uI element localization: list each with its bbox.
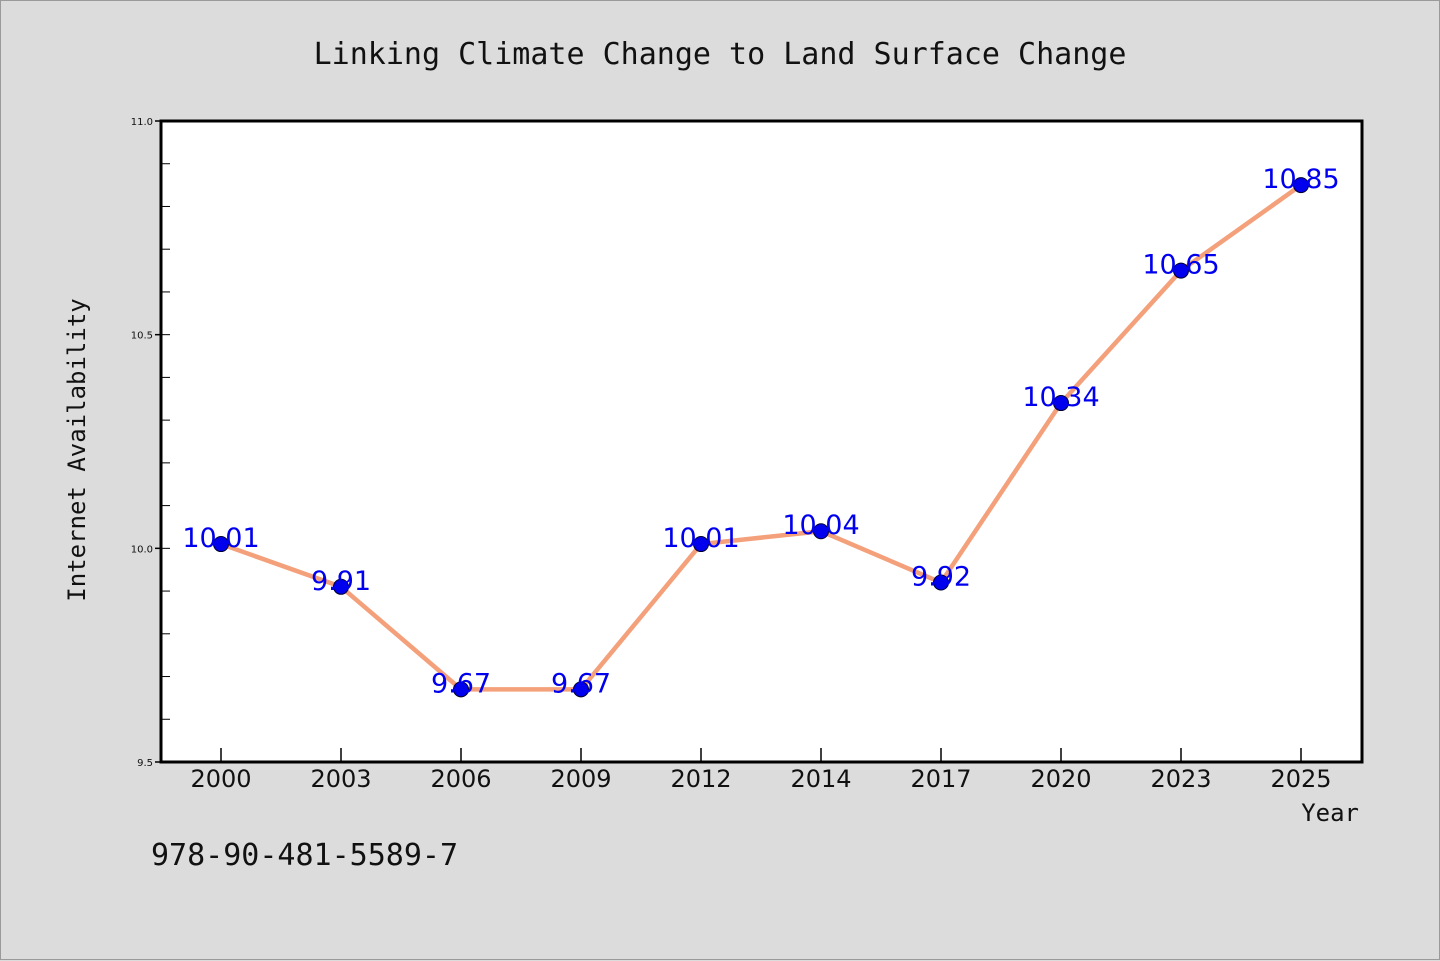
y-axis-ticks: 9.5 10.0 10.5 11.0	[131, 117, 170, 769]
x-tick-label: 2006	[430, 765, 491, 793]
data-label: 9.67	[431, 668, 491, 699]
data-point	[333, 578, 349, 595]
data-label: 10.85	[1262, 164, 1339, 195]
x-tick-label: 2012	[670, 765, 731, 793]
x-tick-label: 2023	[1150, 765, 1211, 793]
x-tick-label: 2000	[190, 765, 251, 793]
data-point	[813, 523, 829, 540]
data-label: 10.04	[782, 510, 859, 541]
data-point	[213, 536, 229, 553]
data-label: 9.92	[911, 562, 971, 593]
y-axis-label: Internet Availability	[63, 298, 91, 601]
x-tick-label: 2017	[910, 765, 971, 793]
x-tick-label: 2025	[1270, 765, 1331, 793]
data-label: 10.65	[1142, 250, 1219, 281]
x-axis-ticks: 2000 2003 2006 2009 2012 2014 2017 2020 2023 2025	[190, 748, 1332, 793]
y-tick-label: 10.5	[131, 331, 153, 342]
x-tick-label: 2003	[310, 765, 371, 793]
data-label: 10.01	[182, 523, 259, 554]
data-label: 9.67	[551, 668, 611, 699]
data-point	[933, 574, 949, 591]
isbn-text: 978-90-481-5589-7	[151, 838, 458, 873]
data-label: 9.91	[311, 566, 371, 597]
data-label: 10.34	[1022, 382, 1099, 413]
x-tick-label: 2009	[550, 765, 611, 793]
data-point	[573, 681, 589, 698]
chart-title: Linking Climate Change to Land Surface C…	[314, 37, 1127, 72]
data-point	[453, 681, 469, 698]
y-tick-label: 10.0	[131, 544, 153, 555]
plot-area	[159, 119, 1364, 764]
value-labels: 10.01 9.91 9.67 9.67 10.01 10.04 9.92 10.34 10.6…	[182, 164, 1339, 699]
data-point	[1293, 177, 1309, 194]
x-tick-label: 2020	[1030, 765, 1091, 793]
data-point	[1053, 395, 1069, 412]
x-tick-label: 2014	[790, 765, 851, 793]
y-tick-label: 11.0	[131, 117, 153, 128]
data-point	[693, 536, 709, 553]
data-point	[1173, 262, 1189, 279]
y-tick-label: 9.5	[137, 758, 153, 769]
series-line	[220, 183, 1303, 692]
x-axis-label: Year	[1301, 799, 1359, 827]
series-markers	[213, 177, 1309, 698]
data-label: 10.01	[662, 523, 739, 554]
